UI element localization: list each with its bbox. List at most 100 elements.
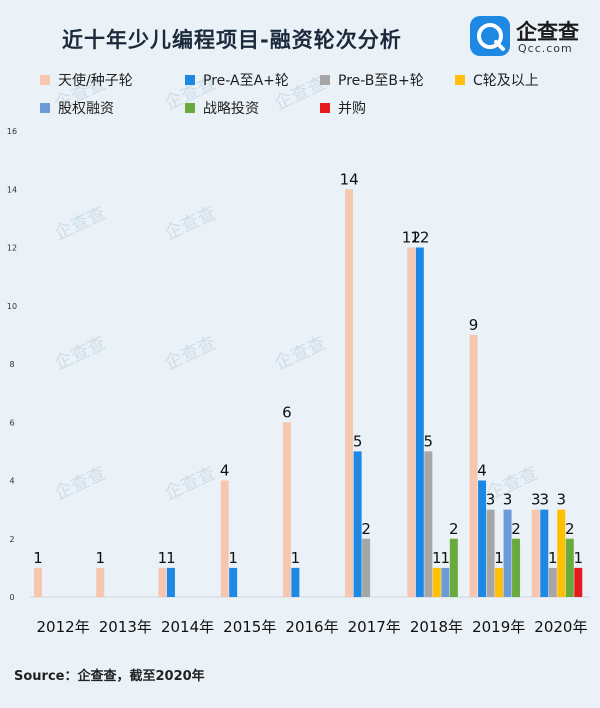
legend-label: C轮及以上 xyxy=(473,73,539,89)
bar xyxy=(565,538,574,597)
data-label: 14 xyxy=(340,170,359,188)
logo-subtitle: Qcc.com xyxy=(518,42,573,55)
bar xyxy=(574,567,583,597)
y-tick-label: 4 xyxy=(9,477,14,486)
legend-swatch xyxy=(40,75,50,85)
data-label: 3 xyxy=(486,491,496,509)
data-label: 1 xyxy=(166,549,176,567)
bar xyxy=(469,334,478,597)
bar xyxy=(441,567,450,597)
data-label: 1 xyxy=(228,549,238,567)
legend-swatch xyxy=(185,103,195,113)
bar xyxy=(362,538,371,597)
qcc-logo-icon xyxy=(470,16,510,56)
legend-item: Pre-B至B+轮 xyxy=(320,70,424,90)
x-tick-label: 2013年 xyxy=(99,618,152,636)
legend-label: Pre-B至B+轮 xyxy=(338,73,424,89)
x-tick-label: 2015年 xyxy=(223,618,276,636)
bar xyxy=(96,567,105,597)
data-label: 1 xyxy=(548,549,558,567)
bar xyxy=(486,509,495,597)
bar xyxy=(432,567,441,597)
legend-label: 股权融资 xyxy=(58,101,114,117)
x-tick-label: 2020年 xyxy=(534,618,587,636)
data-label: 9 xyxy=(469,316,479,334)
data-label: 5 xyxy=(353,432,363,450)
watermark: 企查查 xyxy=(51,333,109,375)
legend-label: 并购 xyxy=(338,101,366,117)
watermark: 企查查 xyxy=(161,203,219,245)
bar xyxy=(495,567,504,597)
bar xyxy=(229,567,238,597)
data-label: 3 xyxy=(503,491,513,509)
qcc-logo: 企查查 Qcc.com xyxy=(468,14,588,58)
bar xyxy=(548,567,557,597)
legend-swatch xyxy=(320,103,330,113)
x-tick-label: 2012年 xyxy=(37,618,90,636)
y-tick-label: 10 xyxy=(7,302,17,311)
data-label: 1 xyxy=(95,549,105,567)
data-label: 2 xyxy=(511,520,521,538)
bar xyxy=(282,422,291,597)
watermark: 企查查 xyxy=(271,333,329,375)
bar xyxy=(503,509,512,597)
bar xyxy=(34,567,42,597)
watermark: 企查查 xyxy=(161,333,219,375)
watermark: 企查查 xyxy=(51,463,109,505)
watermark: 企查查 xyxy=(51,203,109,245)
data-label: 3 xyxy=(557,491,567,509)
legend-label: 天使/种子轮 xyxy=(58,73,133,89)
source-note: Source：企查查，截至2020年 xyxy=(14,669,205,684)
bar xyxy=(407,247,416,597)
y-tick-label: 12 xyxy=(7,244,17,253)
legend-label: Pre-A至A+轮 xyxy=(203,73,289,89)
bar xyxy=(540,509,549,597)
legend-item: 股权融资 xyxy=(40,98,114,118)
legend-label: 战略投资 xyxy=(203,101,259,117)
bar xyxy=(424,451,433,597)
data-label: 1 xyxy=(33,549,43,567)
data-label: 5 xyxy=(424,432,434,450)
y-tick-label: 0 xyxy=(9,593,14,602)
data-label: 1 xyxy=(441,549,451,567)
bar xyxy=(291,567,300,597)
legend-swatch xyxy=(40,103,50,113)
legend-item: 战略投资 xyxy=(185,98,259,118)
y-tick-label: 14 xyxy=(7,185,17,194)
legend-swatch xyxy=(320,75,330,85)
data-label: 3 xyxy=(540,491,550,509)
y-tick-label: 16 xyxy=(7,127,17,136)
legend-swatch xyxy=(185,75,195,85)
data-label: 12 xyxy=(402,229,421,247)
data-label: 4 xyxy=(220,462,230,480)
bar xyxy=(557,509,566,597)
bar xyxy=(512,538,521,597)
x-tick-label: 2019年 xyxy=(472,618,525,636)
bar xyxy=(449,538,458,597)
data-label: 1 xyxy=(494,549,504,567)
bar xyxy=(345,189,354,597)
data-label: 2 xyxy=(361,520,371,538)
x-tick-label: 2018年 xyxy=(410,618,463,636)
data-label: 1 xyxy=(158,549,168,567)
y-tick-label: 8 xyxy=(9,360,14,369)
bar xyxy=(531,509,540,597)
bar xyxy=(158,567,167,597)
legend-item: 天使/种子轮 xyxy=(40,70,133,90)
x-tick-label: 2016年 xyxy=(285,618,338,636)
legend-item: Pre-A至A+轮 xyxy=(185,70,289,90)
data-label: 3 xyxy=(531,491,541,509)
y-tick-label: 6 xyxy=(9,418,14,427)
data-label: 12 xyxy=(410,229,429,247)
data-label: 1 xyxy=(291,549,301,567)
legend-swatch xyxy=(455,75,465,85)
bar xyxy=(478,480,487,597)
chart-title: 近十年少儿编程项目-融资轮次分析 xyxy=(62,28,402,52)
legend-item: C轮及以上 xyxy=(455,70,539,90)
watermark: 企查查 xyxy=(161,463,219,505)
legend-item: 并购 xyxy=(320,98,366,118)
x-tick-label: 2014年 xyxy=(161,618,214,636)
x-tick-label: 2017年 xyxy=(348,618,401,636)
